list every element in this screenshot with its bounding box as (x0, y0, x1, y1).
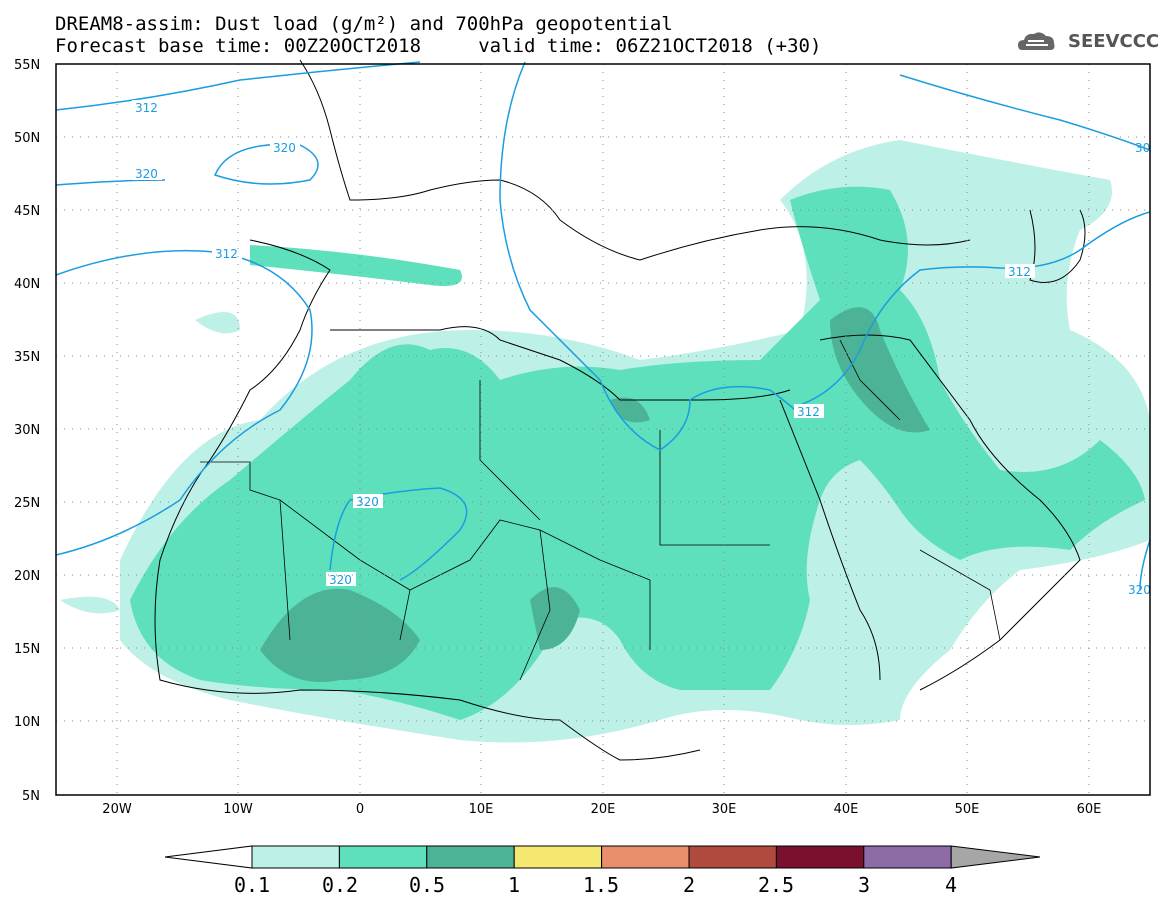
logo-text: SEEVCCC (1068, 31, 1160, 52)
contour-label: 30 (1135, 141, 1150, 155)
contour-label: 312 (135, 101, 158, 115)
contour-label: 320 (1128, 583, 1151, 597)
colorbar-segment (426, 845, 515, 869)
lat-label: 5N (22, 789, 40, 804)
contour-label: 320 (356, 495, 379, 509)
lon-label: 60E (1077, 802, 1102, 817)
colorbar-segment (601, 845, 690, 869)
lat-label: 55N (14, 58, 40, 73)
contour-label: 320 (135, 167, 158, 181)
chart-title-line-1: DREAM8-assim: Dust load (g/m²) and 700hP… (55, 13, 673, 35)
cloud-icon (1018, 32, 1055, 50)
lon-label: 0 (356, 802, 364, 817)
colorbar-label: 0.5 (409, 873, 445, 897)
colorbar-segment (513, 845, 603, 869)
colorbar-label: 1.5 (583, 873, 619, 897)
latitude-labels: 55N 50N 45N 40N 35N 30N 25N 20N 15N 10N … (14, 58, 40, 804)
contour-label: 312 (215, 247, 238, 261)
colorbar-label: 4 (945, 873, 957, 897)
lat-label: 30N (14, 423, 40, 438)
colorbar-labels: 0.1 0.2 0.5 1 1.5 2 2.5 3 4 (234, 873, 957, 897)
colorbar-under-arrow (164, 845, 253, 869)
contour-label: 320 (273, 141, 296, 155)
lon-label: 30E (712, 802, 737, 817)
colorbar-segment (338, 845, 428, 869)
contour-labels: 312 320 320 312 320 320 312 312 30 320 (132, 100, 1151, 597)
colorbar-segment (775, 845, 865, 869)
lon-label: 10W (223, 802, 253, 817)
lon-label: 20W (102, 802, 132, 817)
lat-label: 45N (14, 204, 40, 219)
colorbar-segment (688, 845, 777, 869)
lon-label: 20E (591, 802, 616, 817)
colorbar-label: 0.1 (234, 873, 270, 897)
contour-label: 320 (329, 573, 352, 587)
lon-label: 40E (834, 802, 859, 817)
lat-label: 10N (14, 715, 40, 730)
colorbar-segment (863, 845, 952, 869)
contour-label: 312 (797, 405, 820, 419)
lat-label: 25N (14, 496, 40, 511)
contour-label: 312 (1008, 265, 1031, 279)
lat-label: 50N (14, 131, 40, 146)
colorbar-label: 1 (508, 873, 520, 897)
map-frame (55, 63, 1151, 796)
colorbar-label: 3 (858, 873, 870, 897)
colorbar-label: 2 (683, 873, 695, 897)
colorbar-segment (251, 845, 340, 869)
colorbar-over-arrow (950, 845, 1041, 869)
lat-label: 40N (14, 277, 40, 292)
geopotential-contours (55, 61, 1151, 591)
chart-title-line-2: Forecast base time: 00Z20OCT2018 valid t… (55, 35, 822, 57)
lat-label: 20N (14, 569, 40, 584)
lon-label: 10E (469, 802, 494, 817)
colorbar-label: 0.2 (322, 873, 358, 897)
lon-label: 50E (955, 802, 980, 817)
colorbar-label: 2.5 (758, 873, 794, 897)
colorbar (164, 845, 1041, 869)
lat-label: 35N (14, 350, 40, 365)
lat-label: 15N (14, 642, 40, 657)
longitude-labels: 20W 10W 0 10E 20E 30E 40E 50E 60E (102, 802, 1101, 817)
